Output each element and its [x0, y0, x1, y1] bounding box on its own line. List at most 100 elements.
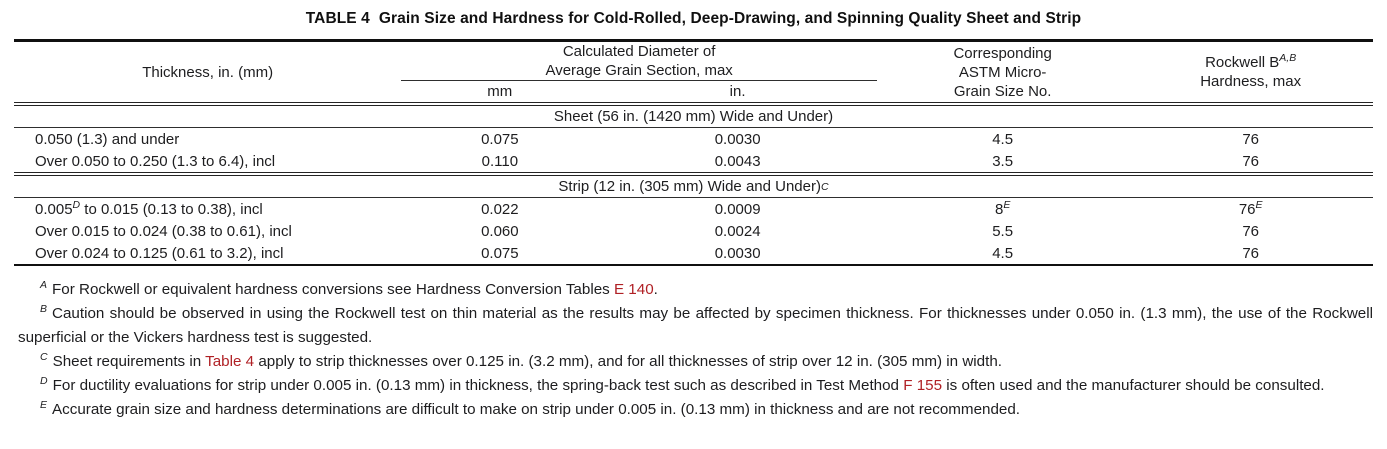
- table-cell-text: 0.060: [481, 222, 519, 240]
- footnote-text: For ductility evaluations for strip unde…: [52, 377, 904, 394]
- table-cell-superscript: E: [1003, 198, 1011, 211]
- table-cell-text: 0.075: [481, 244, 519, 262]
- table-title-label: TABLE 4: [305, 10, 370, 27]
- table-cell: 76: [1128, 223, 1373, 240]
- table-cell: 0.022: [401, 201, 598, 218]
- table-cell-text: 5.5: [992, 222, 1014, 240]
- table-cell: 3.5: [877, 153, 1128, 170]
- table-cell-text: 3.5: [992, 152, 1014, 170]
- table-cell-text: Over 0.024 to 0.125 (0.61 to 3.2), incl: [35, 244, 284, 262]
- reference-link[interactable]: Table 4: [205, 353, 255, 370]
- table-cell: 0.0024: [598, 223, 877, 240]
- table-cell-text: 76: [1242, 244, 1259, 262]
- footnote-letter: E: [40, 398, 48, 411]
- footnote-E: E Accurate grain size and hardness determ…: [18, 398, 1373, 422]
- table-row: 0.050 (1.3) and under 0.075 0.0030 4.5 76: [14, 128, 1373, 150]
- table-cell-text: Over 0.015 to 0.024 (0.38 to 0.61), incl: [35, 222, 292, 240]
- table-cell-text: Over 0.050 to 0.250 (1.3 to 6.4), incl: [35, 152, 276, 170]
- table-header-row: Thickness, in. (mm) Calculated Diameter …: [14, 42, 1373, 102]
- footnote-B: B Caution should be observed in using the…: [18, 302, 1373, 350]
- table-cell-text: 0.022: [481, 200, 519, 218]
- column-group-header: Calculated Diameter of Average Grain Sec…: [401, 42, 877, 81]
- table-cell-text: 76: [1242, 130, 1259, 148]
- section-header-text: Sheet (56 in. (1420 mm) Wide and Under): [553, 108, 834, 125]
- table-title: TABLE 4 Grain Size and Hardness for Cold-…: [14, 10, 1373, 34]
- column-header-thickness-label: Thickness, in. (mm): [142, 63, 274, 81]
- table-cell: 5.5: [877, 223, 1128, 240]
- table-cell-text: 4.5: [992, 244, 1014, 262]
- reference-link[interactable]: E 140: [613, 281, 654, 298]
- grain-size-header-line2: ASTM Micro-: [958, 63, 1047, 81]
- table-cell-text: 0.0030: [714, 244, 761, 262]
- footnotes: A For Rockwell or equivalent hardness con…: [14, 278, 1373, 422]
- column-subheader-row: mm in.: [401, 81, 877, 102]
- table-cell-text: 0.005: [35, 200, 73, 218]
- footnote-letter: D: [40, 374, 48, 387]
- column-header-mm: mm: [487, 83, 513, 100]
- grain-size-header-line1: Corresponding: [953, 44, 1052, 62]
- footnote-text: Sheet requirements in: [52, 353, 206, 370]
- rockwell-header-text: Rockwell B: [1205, 54, 1280, 71]
- table-cell-text: 4.5: [992, 130, 1014, 148]
- table-cell-text: 0.110: [481, 152, 519, 170]
- column-group-grain-diameter: Calculated Diameter of Average Grain Sec…: [401, 42, 877, 102]
- section-header: Strip (12 in. (305 mm) Wide and Under) C: [558, 178, 829, 195]
- rockwell-header-line1: Rockwell BA,B: [1205, 53, 1296, 72]
- footnote-C: C Sheet requirements in Table 4 apply to …: [18, 350, 1373, 374]
- table-bottom-rule: [14, 264, 1373, 266]
- footnote-text: .: [653, 281, 658, 298]
- footnote-letter: B: [40, 302, 48, 315]
- footnote-text: apply to strip thicknesses over 0.125 in…: [254, 353, 1002, 370]
- table-cell: 0.075: [401, 245, 598, 262]
- section-header-rule: [14, 197, 1373, 198]
- header-bottom-rule: [14, 102, 1373, 106]
- table-cell-superscript: D: [72, 198, 81, 211]
- table-cell: 0.075: [401, 131, 598, 148]
- table-cell-text: 0.0024: [714, 222, 761, 240]
- grain-size-header-line3: Grain Size No.: [953, 82, 1052, 100]
- table-cell-text: 0.0009: [714, 200, 761, 218]
- table-cell: 76: [1128, 245, 1373, 262]
- table-cell-text: 0.075: [481, 130, 519, 148]
- reference-link[interactable]: F 155: [903, 377, 943, 394]
- rockwell-header-line2: Hardness, max: [1200, 73, 1302, 90]
- table-cell: 0.0009: [598, 201, 877, 218]
- table-cell-text: 0.050 (1.3) and under: [35, 130, 180, 148]
- table-cell-text: 76: [1238, 200, 1256, 218]
- table-cell-text: to 0.015 (0.13 to 0.38), incl: [80, 200, 263, 218]
- table-cell-text: 0.0030: [714, 130, 761, 148]
- table-cell: 4.5: [877, 245, 1128, 262]
- table-cell: Over 0.015 to 0.024 (0.38 to 0.61), incl: [14, 223, 401, 240]
- table-cell: 0.0030: [598, 245, 877, 262]
- document-page: TABLE 4 Grain Size and Hardness for Cold-…: [0, 10, 1387, 422]
- table-title-text: Grain Size and Hardness for Cold-Rolled,…: [378, 10, 1082, 27]
- rockwell-header-superscript: A,B: [1279, 52, 1297, 64]
- footnote-text: is often used and the manufacturer shoul…: [942, 377, 1325, 394]
- footnote-text: Accurate grain size and hardness determi…: [52, 401, 1021, 418]
- table-row: Over 0.015 to 0.024 (0.38 to 0.61), incl…: [14, 220, 1373, 242]
- section-header-rule: [14, 127, 1373, 128]
- table-cell: 0.0030: [598, 131, 877, 148]
- table-cell: 4.5: [877, 131, 1128, 148]
- group-header-line1: Calculated Diameter of: [562, 43, 716, 60]
- table-cell: 0.005D to 0.015 (0.13 to 0.38), incl: [14, 198, 401, 218]
- footnote-A: A For Rockwell or equivalent hardness con…: [18, 278, 1373, 302]
- table-cell: 76: [1128, 131, 1373, 148]
- column-header-thickness: Thickness, in. (mm): [14, 42, 401, 102]
- table-row: 0.005D to 0.015 (0.13 to 0.38), incl 0.02…: [14, 198, 1373, 220]
- table-cell-text: 76: [1242, 222, 1259, 240]
- footnote-letter: A: [40, 278, 48, 291]
- table-cell: 76E: [1128, 199, 1373, 218]
- footnote-text: For Rockwell or equivalent hardness conv…: [52, 281, 614, 298]
- table-cell-text: 8: [994, 200, 1004, 218]
- table-cell: 0.060: [401, 223, 598, 240]
- table-cell: 76: [1128, 153, 1373, 170]
- table-cell: 0.0043: [598, 153, 877, 170]
- column-header-rockwell: Rockwell BA,B Hardness, max: [1128, 42, 1373, 102]
- table-cell: 0.050 (1.3) and under: [14, 131, 401, 148]
- table-body: Sheet (56 in. (1420 mm) Wide and Under) 0…: [14, 106, 1373, 264]
- section-header-text: Strip (12 in. (305 mm) Wide and Under): [558, 178, 821, 195]
- column-header-in: in.: [729, 83, 746, 100]
- group-header-line2: Average Grain Section, max: [545, 62, 733, 79]
- table-cell: Over 0.024 to 0.125 (0.61 to 3.2), incl: [14, 245, 401, 262]
